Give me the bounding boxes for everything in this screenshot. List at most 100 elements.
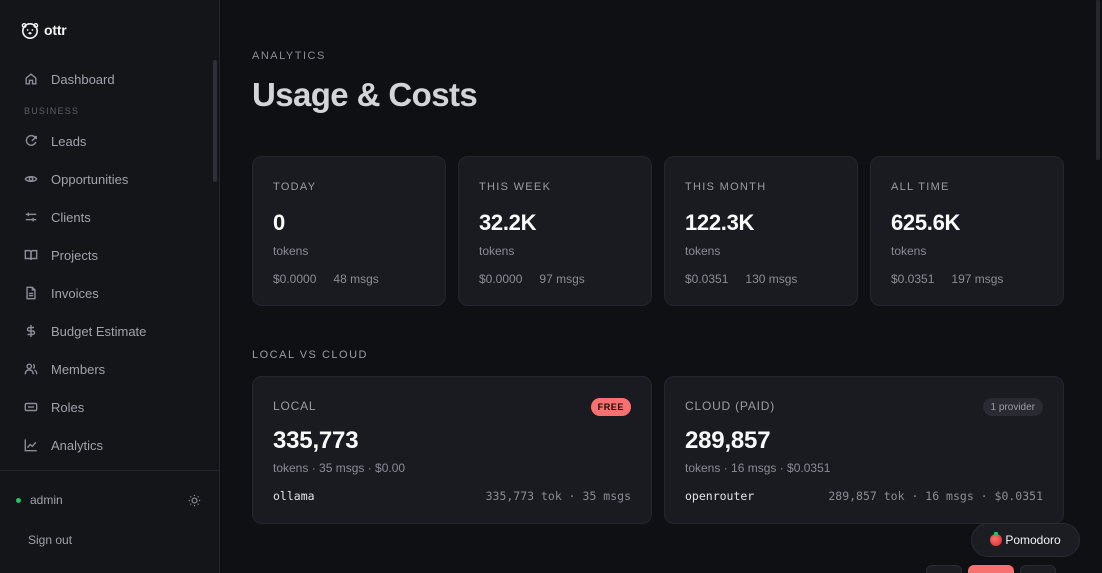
stat-cost: $0.0000 (273, 272, 317, 286)
sidebar-item-clients[interactable]: Clients (0, 198, 219, 236)
card-label: LOCAL (273, 399, 317, 413)
chart-icon (24, 438, 38, 452)
provider-name: openrouter (685, 489, 755, 503)
stat-meta: $0.0351 197 msgs (891, 272, 1003, 286)
stat-label: ALL TIME (891, 181, 950, 193)
stat-cost: $0.0351 (685, 272, 729, 286)
eye-icon (24, 172, 38, 186)
stat-meta: $0.0351 130 msgs (685, 272, 797, 286)
section-heading-local-vs-cloud: LOCAL VS CLOUD (252, 349, 368, 361)
sidebar-item-label: Invoices (51, 285, 99, 301)
users-icon (24, 362, 38, 376)
sidebar-nav: Dashboard BUSINESS Leads Opportunities C… (0, 60, 219, 464)
sidebar-item-roles[interactable]: Roles (0, 388, 219, 426)
sidebar-item-leads[interactable]: Leads (0, 122, 219, 160)
stat-msgs: 97 msgs (539, 272, 585, 286)
stat-card-all-time: ALL TIME 625.6K tokens $0.0351 197 msgs (870, 156, 1064, 306)
user-name: admin (30, 493, 63, 507)
theme-toggle-button[interactable] (186, 492, 202, 508)
sidebar-item-analytics[interactable]: Analytics (0, 426, 219, 464)
sidebar-scrollbar[interactable] (213, 60, 217, 182)
sidebar-section-label: BUSINESS (24, 106, 80, 116)
dollar-icon (24, 324, 38, 338)
stat-label: TODAY (273, 181, 317, 193)
stat-card-today: TODAY 0 tokens $0.0000 48 msgs (252, 156, 446, 306)
stat-meta: $0.0000 48 msgs (273, 272, 379, 286)
range-tab-active[interactable] (968, 565, 1014, 573)
sidebar-item-label: Roles (51, 399, 85, 415)
stat-msgs: 48 msgs (333, 272, 379, 286)
main-scrollbar[interactable] (1096, 0, 1100, 160)
pomodoro-label: Pomodoro (1005, 533, 1061, 547)
stat-cost: $0.0000 (479, 272, 523, 286)
stat-unit: tokens (891, 244, 927, 258)
card-value: 289,857 (685, 427, 771, 454)
stat-value: 122.3K (685, 210, 755, 235)
provider-name: ollama (273, 489, 315, 503)
sidebar-item-label: Clients (51, 209, 91, 225)
pomodoro-button[interactable]: Pomodoro (971, 523, 1080, 557)
stat-meta: $0.0000 97 msgs (479, 272, 585, 286)
stat-value: 32.2K (479, 210, 537, 235)
sun-icon (188, 494, 200, 506)
sidebar-item-label: Budget Estimate (51, 323, 147, 339)
sidebar-item-label: Analytics (51, 437, 104, 453)
stat-card-this-week: THIS WEEK 32.2K tokens $0.0000 97 msgs (458, 156, 652, 306)
range-tab[interactable] (926, 565, 962, 573)
stat-value: 625.6K (891, 210, 961, 235)
card-subtext: tokens · 35 msgs · $0.00 (273, 461, 406, 475)
sliders-icon (24, 210, 38, 224)
stat-value: 0 (273, 210, 285, 235)
stat-cost: $0.0351 (891, 272, 935, 286)
page-title: Usage & Costs (252, 76, 478, 113)
main-content: ANALYTICS Usage & Costs TODAY 0 tokens $… (220, 0, 1102, 573)
page-eyebrow: ANALYTICS (252, 50, 326, 62)
stat-card-this-month: THIS MONTH 122.3K tokens $0.0351 130 msg… (664, 156, 858, 306)
sidebar-divider (0, 470, 219, 471)
stat-label: THIS MONTH (685, 181, 767, 193)
provider-stats: 289,857 tok · 16 msgs · $0.0351 (828, 489, 1043, 503)
sidebar-item-label: Opportunities (51, 171, 129, 187)
sidebar-item-label: Projects (51, 247, 98, 263)
id-card-icon (24, 400, 38, 414)
sidebar-item-budget-estimate[interactable]: Budget Estimate (0, 312, 219, 350)
range-tab[interactable] (1020, 565, 1056, 573)
stat-unit: tokens (685, 244, 721, 258)
stat-label: THIS WEEK (479, 181, 552, 193)
stat-msgs: 197 msgs (951, 272, 1004, 286)
sidebar-item-label: Dashboard (51, 71, 115, 87)
provider-stats: 335,773 tok · 35 msgs (485, 489, 631, 503)
app-logo[interactable]: ottr (20, 20, 67, 40)
provider-row: openrouter 289,857 tok · 16 msgs · $0.03… (685, 489, 1043, 503)
otter-logo-icon (21, 23, 39, 39)
sidebar-item-invoices[interactable]: Invoices (0, 274, 219, 312)
file-icon (24, 286, 38, 300)
sidebar-item-dashboard[interactable]: Dashboard (0, 60, 219, 98)
card-value: 335,773 (273, 427, 359, 454)
sidebar-item-label: Members (51, 361, 106, 377)
sidebar: ottr Dashboard BUSINESS Leads Opportunit… (0, 0, 220, 573)
book-icon (24, 248, 38, 262)
stat-unit: tokens (273, 244, 309, 258)
card-subtext: tokens · 16 msgs · $0.0351 (685, 461, 831, 475)
card-label: CLOUD (PAID) (685, 399, 776, 413)
stat-msgs: 130 msgs (745, 272, 798, 286)
provider-row: ollama 335,773 tok · 35 msgs (273, 489, 631, 503)
sidebar-item-projects[interactable]: Projects (0, 236, 219, 274)
stat-unit: tokens (479, 244, 515, 258)
user-row: admin (16, 490, 202, 510)
sidebar-item-opportunities[interactable]: Opportunities (0, 160, 219, 198)
leads-icon (24, 134, 38, 148)
cloud-usage-card: CLOUD (PAID) 1 provider 289,857 tokens ·… (664, 376, 1064, 524)
sidebar-item-label: Leads (51, 133, 87, 149)
free-badge: FREE (590, 398, 631, 416)
local-usage-card: LOCAL FREE 335,773 tokens · 35 msgs · $0… (252, 376, 652, 524)
provider-count-badge: 1 provider (982, 398, 1043, 416)
range-tabs (926, 565, 1056, 573)
home-icon (24, 72, 38, 86)
tomato-icon (990, 532, 1003, 546)
online-status-dot (16, 497, 21, 503)
sidebar-item-members[interactable]: Members (0, 350, 219, 388)
app-name: ottr (44, 22, 67, 38)
sign-out-button[interactable]: Sign out (28, 533, 73, 547)
